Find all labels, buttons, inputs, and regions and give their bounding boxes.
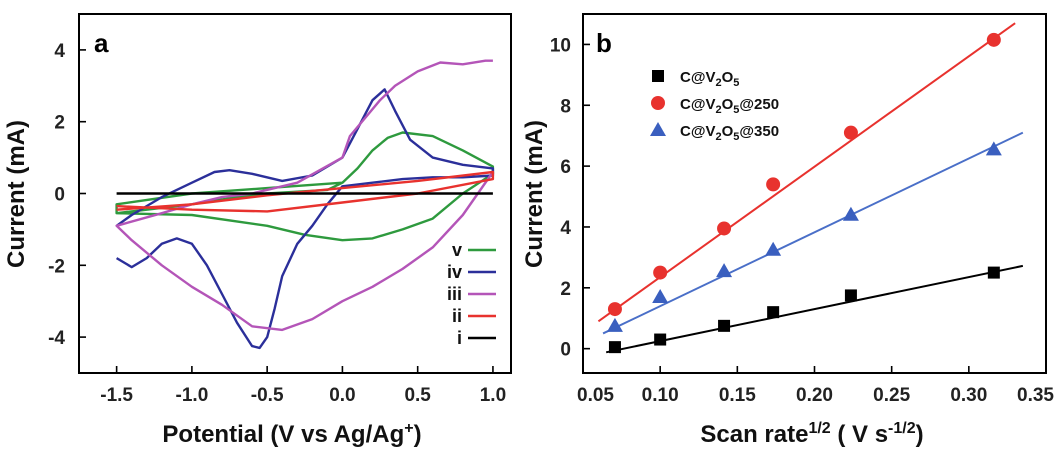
panel-a-legend-label-v: v: [452, 240, 462, 260]
panel-b-legend-marker-c-v2o5-250: [651, 96, 665, 110]
panel-b-legend-label-c-v2o5-250: C@V2O5@250: [680, 96, 779, 116]
panel-b-point-c-v2o5-250: [653, 265, 668, 280]
panel-a-curve-iii: [115, 59, 494, 332]
panel-b-x-tick-label: 0.10: [642, 385, 679, 406]
panel-b-point-c-v2o5: [608, 341, 621, 354]
panel-b-x-tick-label: 0.30: [950, 385, 987, 406]
panel-b-x-ticks: 0.05 0.10 0.15 0.20 0.25 0.30 0.35: [577, 366, 1054, 406]
panel-a-y-tick-label: 2: [54, 113, 65, 134]
panel-a-y-axis-title: Current (mA): [3, 120, 30, 268]
panel-a-curve-iv: [115, 88, 495, 350]
panel-b-y-tick-label: 10: [550, 35, 571, 56]
panel-b-point-c-v2o5: [654, 333, 667, 346]
panel-b-y-tick-label: 8: [560, 96, 571, 117]
panel-b-y-tick-label: 6: [560, 157, 571, 178]
panel-b-legend-label-c-v2o5: C@V2O5: [680, 69, 739, 89]
panel-b-point-c-v2o5-250: [717, 221, 732, 236]
panel-b-point-c-v2o5-250: [986, 32, 1001, 47]
panel-a-y-ticks: -4 -2 0 2 4: [48, 41, 86, 349]
panel-a-x-tick-label: 1.0: [480, 385, 506, 406]
panel-b-fit-line-c-v2o5-250: [597, 22, 1016, 323]
panel-a-x-tick-label: -1.5: [100, 385, 133, 406]
panel-a-x-ticks: -1.5 -1.0 -0.5 0.0 0.5 1.0: [100, 366, 506, 406]
panel-b-point-c-v2o5-350: [842, 206, 859, 221]
panel-b-y-tick-label: 4: [560, 218, 571, 239]
panel-a-legend-label-iv: iv: [447, 262, 462, 282]
panel-b-point-c-v2o5-350: [765, 241, 782, 256]
panel-b-legend-label-c-v2o5-350: C@V2O5@350: [680, 123, 779, 143]
panel-a-legend-label-ii: ii: [452, 306, 462, 326]
panel-b-point-c-v2o5-250: [766, 177, 781, 192]
panel-b-frame: [582, 13, 1047, 374]
panel-b-fit-lines: [597, 22, 1024, 354]
panel-b-fit-line-c-v2o5-350: [602, 131, 1024, 335]
panel-a-label: a: [94, 28, 109, 58]
panel-b-point-c-v2o5-250: [843, 125, 858, 140]
panel-a-curve-ii: [116, 170, 495, 213]
panel-b-point-c-v2o5-350: [716, 263, 733, 278]
panel-b-x-tick-label: 0.35: [1017, 385, 1054, 406]
panel-b-x-axis-title: Scan rate1/2 ( V s-1/2): [700, 420, 923, 448]
panel-a-y-tick-label: -4: [48, 328, 65, 349]
panel-a-legend-label-i: i: [457, 328, 462, 348]
panel-b-point-c-v2o5: [844, 289, 857, 302]
panel-b-point-c-v2o5-350: [652, 288, 669, 303]
panel-b-legend: C@V2O5 C@V2O5@250 C@V2O5@350: [650, 69, 779, 143]
panel-b-fit-line-c-v2o5: [605, 264, 1024, 354]
panel-b-legend-marker-c-v2o5-350: [650, 122, 666, 136]
panel-b-legend-marker-c-v2o5: [652, 70, 664, 82]
panel-a-y-tick-label: 0: [54, 185, 65, 206]
panel-b-y-tick-label: 0: [560, 340, 571, 361]
panel-b-point-c-v2o5-350: [606, 317, 623, 332]
panel-a-x-tick-label: 0.0: [329, 385, 355, 406]
panel-b-point-c-v2o5: [767, 306, 780, 319]
panel-a-x-tick-label: 0.5: [404, 385, 431, 406]
panel-b-data-points: [606, 32, 1002, 354]
panel-b-y-ticks: 0 2 4 6 8 10: [550, 35, 590, 361]
panel-b-y-axis-title: Current (mA): [521, 120, 548, 268]
panel-b-point-c-v2o5: [987, 266, 1000, 279]
panel-a-curve-v: [115, 131, 495, 242]
panel-a-x-axis-title: Potential (V vs Ag/Ag+): [162, 420, 421, 448]
panel-b-x-tick-label: 0.20: [796, 385, 833, 406]
panel-a-x-tick-label: -0.5: [251, 385, 284, 406]
panel-a-legend-label-iii: iii: [447, 284, 462, 304]
panel-a-y-tick-label: -2: [48, 256, 65, 277]
panel-b-x-tick-label: 0.15: [719, 385, 756, 406]
panel-a-curves: [115, 59, 495, 350]
panel-b-x-tick-label: 0.25: [873, 385, 910, 406]
panel-b-point-c-v2o5: [718, 319, 731, 332]
panel-b-point-c-v2o5-250: [607, 302, 622, 317]
panel-b-scan-rate: 0.05 0.10 0.15 0.20 0.25 0.30 0.35 0 2 4 6 8 10 C@V…: [521, 13, 1054, 448]
panel-b-x-tick-label: 0.05: [577, 385, 614, 406]
panel-a-y-tick-label: 4: [54, 41, 65, 62]
panel-a-x-tick-label: -1.0: [176, 385, 209, 406]
panel-b-y-tick-label: 2: [560, 279, 571, 300]
panel-b-point-c-v2o5-350: [985, 141, 1002, 156]
panel-b-label: b: [596, 28, 612, 58]
